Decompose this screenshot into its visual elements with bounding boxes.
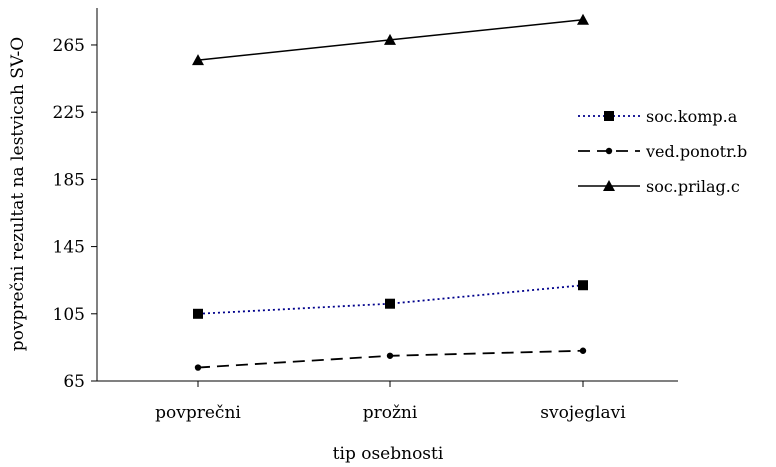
data-point-ved-ponotr-b — [579, 347, 587, 354]
data-point-ved-ponotr-b — [386, 352, 394, 359]
x-tick-label: prožni — [363, 403, 418, 423]
data-point-soc-prilag-c — [384, 33, 396, 45]
series-line-soc-komp-a — [197, 284, 584, 315]
legend-marker-soc-komp-a — [604, 111, 614, 121]
y-tick-label: 185 — [53, 170, 85, 190]
y-tick-label: 65 — [63, 372, 85, 392]
y-tick-label: 225 — [53, 103, 85, 123]
x-axis-title: tip osebnosti — [333, 444, 444, 464]
legend: soc.komp.a ved.ponotr.b soc.prilag.c — [578, 107, 747, 196]
y-tick-label: 265 — [53, 36, 85, 56]
x-axis-ticks: povprečni prožni svojeglavi — [155, 381, 626, 423]
legend-marker-ved-ponotr-b — [605, 147, 613, 155]
data-point-soc-komp-a — [578, 280, 588, 291]
y-axis-ticks: 65 105 145 185 225 265 — [53, 36, 97, 392]
legend-label-soc-komp-a: soc.komp.a — [646, 107, 738, 126]
y-tick-label: 145 — [53, 238, 85, 258]
legend-label-soc-prilag-c: soc.prilag.c — [646, 177, 740, 196]
x-tick-label: svojeglavi — [540, 403, 626, 423]
axes — [96, 8, 678, 382]
legend-marker-soc-prilag-c — [603, 180, 615, 191]
data-point-ved-ponotr-b — [194, 364, 202, 371]
data-point-soc-prilag-c — [192, 54, 204, 66]
x-tick-label: povprečni — [155, 403, 241, 423]
series-layer — [192, 13, 589, 371]
data-point-soc-komp-a — [385, 298, 395, 309]
data-point-soc-komp-a — [193, 308, 203, 319]
y-tick-label: 105 — [53, 305, 85, 325]
y-axis-title: povprečni rezultat na lestvicah SV-O — [8, 37, 28, 351]
legend-label-ved-ponotr-b: ved.ponotr.b — [645, 142, 747, 161]
data-point-soc-prilag-c — [577, 13, 589, 25]
